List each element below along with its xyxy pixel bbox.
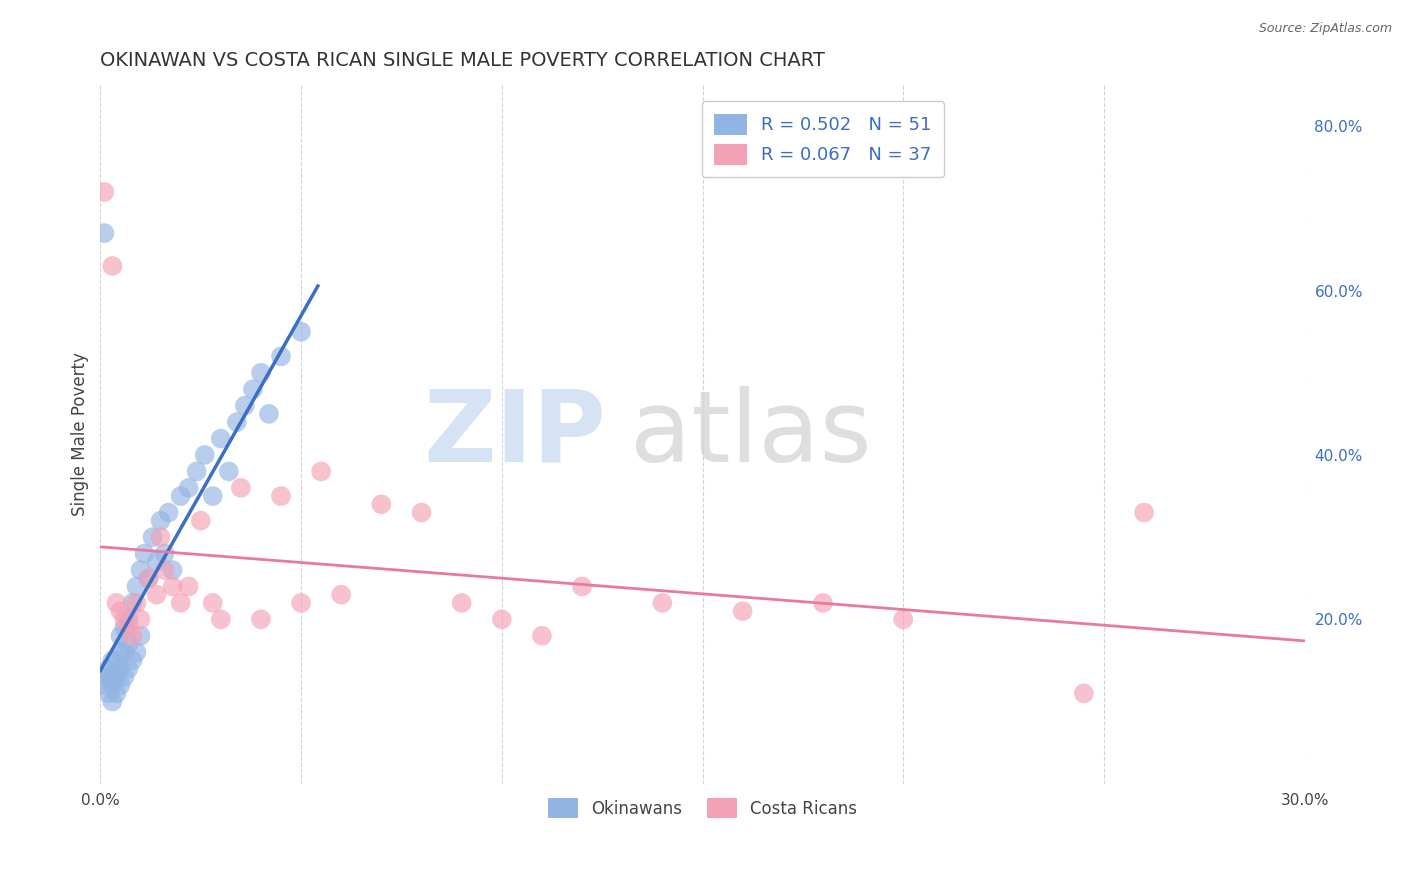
- Point: [134, 547, 156, 561]
- Point: [114, 621, 136, 635]
- Point: [250, 366, 273, 380]
- Point: [114, 612, 136, 626]
- Point: [290, 596, 312, 610]
- Point: [257, 407, 280, 421]
- Point: [101, 694, 124, 708]
- Point: [571, 579, 593, 593]
- Point: [209, 432, 232, 446]
- Point: [145, 588, 167, 602]
- Point: [186, 464, 208, 478]
- Point: [177, 579, 200, 593]
- Point: [110, 629, 132, 643]
- Point: [162, 579, 184, 593]
- Point: [117, 612, 139, 626]
- Point: [110, 645, 132, 659]
- Point: [731, 604, 754, 618]
- Legend: Okinawans, Costa Ricans: Okinawans, Costa Ricans: [541, 792, 865, 824]
- Point: [93, 670, 115, 684]
- Point: [411, 506, 433, 520]
- Point: [229, 481, 252, 495]
- Point: [891, 612, 914, 626]
- Point: [225, 415, 247, 429]
- Point: [105, 686, 128, 700]
- Point: [121, 629, 143, 643]
- Point: [149, 530, 172, 544]
- Point: [97, 686, 120, 700]
- Point: [121, 653, 143, 667]
- Point: [194, 448, 217, 462]
- Point: [110, 604, 132, 618]
- Point: [129, 629, 152, 643]
- Point: [157, 506, 180, 520]
- Point: [129, 563, 152, 577]
- Point: [105, 670, 128, 684]
- Point: [491, 612, 513, 626]
- Point: [651, 596, 673, 610]
- Point: [242, 382, 264, 396]
- Point: [110, 662, 132, 676]
- Point: [101, 678, 124, 692]
- Point: [129, 612, 152, 626]
- Point: [105, 653, 128, 667]
- Point: [450, 596, 472, 610]
- Point: [93, 185, 115, 199]
- Point: [201, 489, 224, 503]
- Point: [117, 662, 139, 676]
- Point: [114, 670, 136, 684]
- Point: [110, 678, 132, 692]
- Point: [162, 563, 184, 577]
- Point: [101, 259, 124, 273]
- Point: [138, 571, 160, 585]
- Point: [250, 612, 273, 626]
- Point: [145, 555, 167, 569]
- Point: [530, 629, 553, 643]
- Point: [101, 670, 124, 684]
- Point: [169, 489, 191, 503]
- Text: ZIP: ZIP: [423, 386, 606, 483]
- Point: [153, 563, 176, 577]
- Point: [811, 596, 834, 610]
- Point: [117, 621, 139, 635]
- Point: [270, 489, 292, 503]
- Point: [270, 349, 292, 363]
- Point: [190, 514, 212, 528]
- Point: [330, 588, 353, 602]
- Point: [105, 596, 128, 610]
- Point: [93, 226, 115, 240]
- Point: [97, 662, 120, 676]
- Point: [114, 645, 136, 659]
- Point: [141, 530, 163, 544]
- Point: [153, 547, 176, 561]
- Point: [97, 670, 120, 684]
- Point: [138, 571, 160, 585]
- Point: [218, 464, 240, 478]
- Point: [1133, 506, 1156, 520]
- Point: [125, 645, 148, 659]
- Point: [201, 596, 224, 610]
- Point: [149, 514, 172, 528]
- Text: atlas: atlas: [630, 386, 872, 483]
- Point: [309, 464, 332, 478]
- Point: [125, 579, 148, 593]
- Point: [209, 612, 232, 626]
- Point: [101, 653, 124, 667]
- Point: [370, 497, 392, 511]
- Point: [233, 399, 256, 413]
- Point: [121, 596, 143, 610]
- Y-axis label: Single Male Poverty: Single Male Poverty: [72, 352, 89, 516]
- Text: OKINAWAN VS COSTA RICAN SINGLE MALE POVERTY CORRELATION CHART: OKINAWAN VS COSTA RICAN SINGLE MALE POVE…: [100, 51, 825, 70]
- Point: [93, 678, 115, 692]
- Point: [290, 325, 312, 339]
- Point: [177, 481, 200, 495]
- Point: [117, 637, 139, 651]
- Point: [125, 596, 148, 610]
- Point: [1073, 686, 1095, 700]
- Point: [169, 596, 191, 610]
- Text: Source: ZipAtlas.com: Source: ZipAtlas.com: [1258, 22, 1392, 36]
